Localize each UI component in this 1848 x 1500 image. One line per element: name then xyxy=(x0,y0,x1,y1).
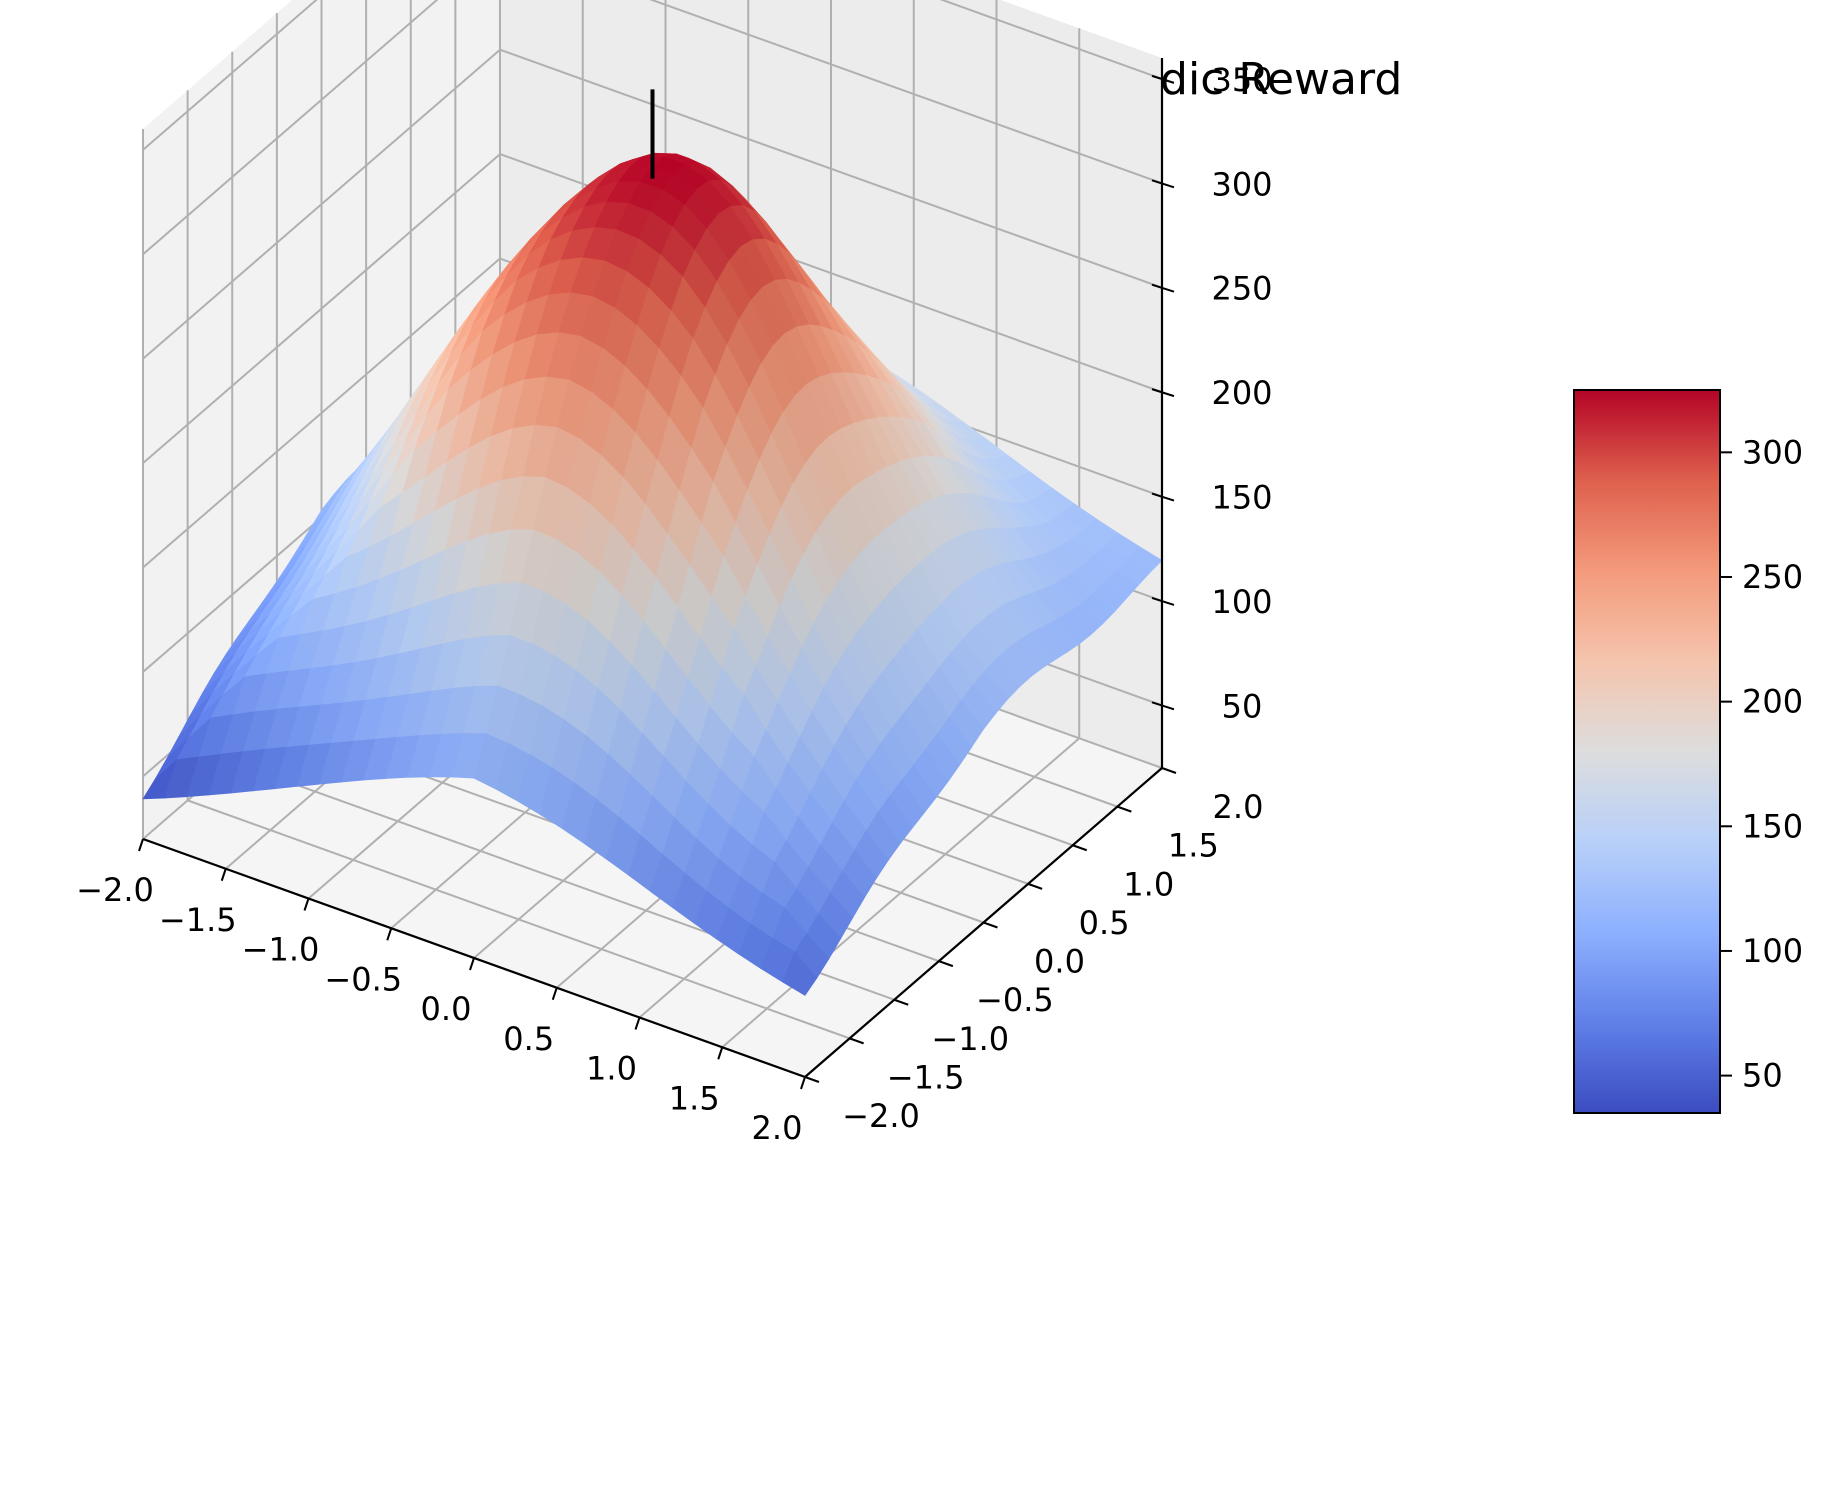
z-tick-label: 250 xyxy=(1211,270,1272,308)
surface-mesh xyxy=(142,152,1163,996)
z-tick-mark xyxy=(1151,701,1175,711)
y-tick-label: 1.0 xyxy=(1123,865,1174,903)
y-tick-mark xyxy=(1117,805,1132,813)
grid-line xyxy=(142,257,501,569)
z-tick-mark xyxy=(1151,492,1175,502)
y-tick-label: 0.0 xyxy=(1034,943,1085,981)
grid-line xyxy=(187,799,850,1040)
y-tick-mark xyxy=(1161,767,1177,774)
z-tick-label: 300 xyxy=(1211,165,1272,203)
x-tick-label: −1.0 xyxy=(242,931,320,969)
colorbar: 50 100 150 200 250 300 xyxy=(1573,389,1803,1114)
y-tick-mark xyxy=(849,1037,864,1045)
colorbar-tick-label: 50 xyxy=(1742,1057,1783,1095)
x-tick-mark xyxy=(303,898,310,911)
z-tick-mark xyxy=(1151,283,1175,293)
y-tick-label: −0.5 xyxy=(976,981,1054,1019)
x-tick-label: −0.5 xyxy=(324,960,402,998)
z-tick-label: 350 xyxy=(1211,61,1272,99)
grid-line xyxy=(649,0,1163,185)
colorbar-tick-label: 200 xyxy=(1742,683,1803,721)
grid-line xyxy=(142,0,439,256)
x-tick-mark xyxy=(138,838,144,852)
x-tick-label: 1.0 xyxy=(586,1050,637,1088)
grid-line xyxy=(142,48,501,360)
x-tick-mark xyxy=(551,987,558,1001)
grid-line xyxy=(499,48,1163,289)
x-axis-ticks: −2.0−1.5−1.0−0.5 0.0 0.5 1.0 1.5 2.0 xyxy=(76,838,806,1147)
x-tick-label: 1.5 xyxy=(669,1079,720,1117)
z-tick-label: 200 xyxy=(1211,374,1272,412)
colorbar-gradient xyxy=(1573,389,1721,1114)
x-tick-mark xyxy=(220,868,227,882)
z-tick-label: 100 xyxy=(1211,583,1272,621)
grid-line xyxy=(939,0,1163,80)
x-tick-label: 0.0 xyxy=(421,990,472,1028)
colorbar-tick-label: 250 xyxy=(1742,558,1803,596)
colorbar-tick-label: 100 xyxy=(1742,932,1803,970)
y-tick-mark xyxy=(938,960,954,968)
x-tick-mark xyxy=(800,1076,806,1090)
y-tick-label: −2.0 xyxy=(842,1097,920,1135)
z-tick-label: 150 xyxy=(1211,479,1272,517)
colorbar-tick-label: 300 xyxy=(1742,433,1803,471)
z-axis-ticks: 50 100 150 200 250 300 350 xyxy=(1151,61,1273,725)
grid-line xyxy=(142,0,318,151)
x-tick-label: −2.0 xyxy=(76,871,154,909)
y-tick-label: −1.5 xyxy=(887,1058,965,1096)
x-tick-label: 2.0 xyxy=(752,1109,803,1147)
x-tick-mark xyxy=(386,927,393,941)
y-tick-mark xyxy=(893,998,909,1006)
y-tick-mark xyxy=(1027,882,1043,890)
z-tick-mark xyxy=(1151,388,1175,398)
z-tick-mark xyxy=(1151,74,1175,84)
y-tick-label: 1.5 xyxy=(1168,827,1219,865)
colorbar-tick-label: 150 xyxy=(1742,807,1803,845)
x-tick-label: 0.5 xyxy=(503,1020,554,1058)
surface-face xyxy=(782,951,818,996)
x-tick-label: −1.5 xyxy=(159,901,237,939)
z-tick-label: 50 xyxy=(1222,687,1263,725)
x-tick-mark xyxy=(469,957,475,971)
y-tick-label: 0.5 xyxy=(1079,904,1130,942)
y-tick-label: −1.0 xyxy=(931,1020,1009,1058)
y-tick-mark xyxy=(1072,844,1088,852)
z-tick-mark xyxy=(1151,179,1175,189)
y-axis-ticks: −2.0−1.5−1.0−0.50.00.51.01.52.0 xyxy=(804,767,1264,1135)
x-tick-mark xyxy=(717,1046,724,1060)
y-tick-mark xyxy=(983,921,998,929)
x-tick-mark xyxy=(634,1017,641,1030)
y-tick-label: 2.0 xyxy=(1213,788,1264,826)
grid-line xyxy=(142,153,501,464)
z-tick-mark xyxy=(1151,596,1175,606)
y-tick-mark xyxy=(804,1076,820,1083)
